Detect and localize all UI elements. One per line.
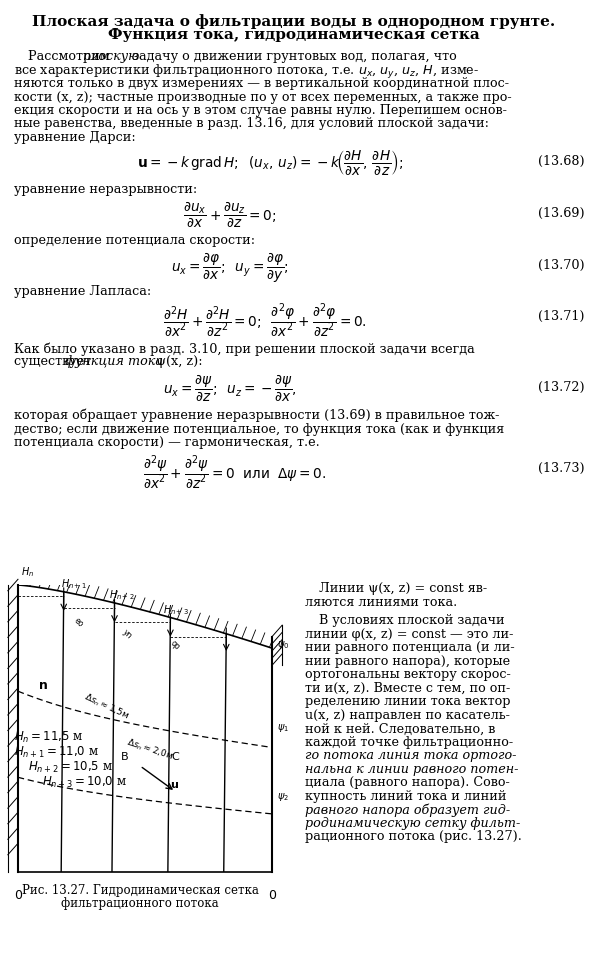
Text: $\psi_2$: $\psi_2$ [277, 791, 289, 804]
Text: $H_{n+3}$: $H_{n+3}$ [163, 602, 188, 617]
Text: циала (равного напора). Сово-: циала (равного напора). Сово- [305, 777, 509, 789]
Text: $H_{n+3} = 10{,}0$ м: $H_{n+3} = 10{,}0$ м [42, 775, 127, 790]
Text: кости (x, z); частные производные по y от всех переменных, а также про-: кости (x, z); частные производные по y о… [14, 91, 512, 103]
Text: ортогональны вектору скорос-: ортогональны вектору скорос- [305, 668, 511, 682]
Text: уравнение Дарси:: уравнение Дарси: [14, 131, 135, 144]
Text: u(x, z) направлен по касатель-: u(x, z) направлен по касатель- [305, 709, 510, 722]
Text: $\Delta s_n\approx1{,}5$м: $\Delta s_n\approx1{,}5$м [82, 691, 131, 722]
Text: нии равного напора), которые: нии равного напора), которые [305, 655, 510, 668]
Text: $H_{n+2} = 10{,}5$ м: $H_{n+2} = 10{,}5$ м [28, 760, 112, 776]
Text: линии φ(x, z) = const — это ли-: линии φ(x, z) = const — это ли- [305, 628, 514, 641]
Text: функция тока: функция тока [65, 356, 163, 368]
Text: $H_{n+1}$: $H_{n+1}$ [61, 577, 87, 591]
Text: $\psi_0$: $\psi_0$ [277, 639, 289, 651]
Text: $\dfrac{\partial^2\psi}{\partial x^2} + \dfrac{\partial^2\psi}{\partial z^2} = 0: $\dfrac{\partial^2\psi}{\partial x^2} + … [144, 454, 326, 492]
Text: Линии ψ(x, z) = const яв-: Линии ψ(x, z) = const яв- [319, 582, 487, 595]
Text: купность линий тока и линий: купность линий тока и линий [305, 790, 507, 803]
Text: екция скорости и на ось y в этом случае равны нулю. Перепишем основ-: екция скорости и на ось y в этом случае … [14, 104, 507, 117]
Text: (13.72): (13.72) [538, 381, 585, 394]
Text: ψ(x, z):: ψ(x, z): [152, 356, 203, 368]
Text: $\mathbf{u}$: $\mathbf{u}$ [170, 780, 180, 790]
Text: yn: yn [121, 628, 134, 640]
Text: ной к ней. Следовательно, в: ной к ней. Следовательно, в [305, 722, 495, 735]
Text: eo: eo [72, 616, 85, 629]
Text: op: op [169, 639, 182, 652]
Text: Рис. 13.27. Гидродинамическая сетка: Рис. 13.27. Гидродинамическая сетка [22, 884, 259, 897]
Text: рационного потока (рис. 13.27).: рационного потока (рис. 13.27). [305, 831, 522, 843]
Text: $u_x = \dfrac{\partial\psi}{\partial z};\;\; u_z = -\dfrac{\partial\psi}{\partia: $u_x = \dfrac{\partial\psi}{\partial z};… [163, 373, 297, 404]
Text: Рассмотрим: Рассмотрим [28, 50, 114, 63]
Text: ределению линии тока вектор: ределению линии тока вектор [305, 695, 511, 709]
Text: (13.71): (13.71) [538, 310, 584, 323]
Text: (13.70): (13.70) [538, 258, 585, 272]
Text: Функция тока, гидродинамическая сетка: Функция тока, гидродинамическая сетка [108, 28, 480, 42]
Text: $\dfrac{\partial^2 H}{\partial x^2} + \dfrac{\partial^2 H}{\partial z^2} = 0;\;\: $\dfrac{\partial^2 H}{\partial x^2} + \d… [163, 302, 367, 340]
Text: $H_n = 11{,}5$ м: $H_n = 11{,}5$ м [14, 730, 84, 746]
Text: фильтрационного потока: фильтрационного потока [61, 897, 219, 910]
Text: плоскую: плоскую [82, 50, 140, 63]
Text: определение потенциала скорости:: определение потенциала скорости: [14, 234, 255, 247]
Text: все характеристики фильтрационного потока, т.е. $u_x$, $u_y$, $u_z$, $H$, изме-: все характеристики фильтрационного поток… [14, 64, 479, 81]
Text: (13.73): (13.73) [538, 461, 585, 475]
Text: $H_n$: $H_n$ [21, 566, 34, 579]
Text: уравнение неразрывности:: уравнение неразрывности: [14, 183, 197, 195]
Text: каждой точке фильтрационно-: каждой точке фильтрационно- [305, 736, 513, 748]
Text: (13.69): (13.69) [538, 207, 585, 220]
Text: 0: 0 [268, 890, 276, 902]
Text: нальна к линии равного потен-: нальна к линии равного потен- [305, 763, 518, 776]
Text: ти и(x, z). Вместе с тем, по оп-: ти и(x, z). Вместе с тем, по оп- [305, 682, 510, 695]
Text: B: B [121, 752, 128, 762]
Text: $\mathbf{n}$: $\mathbf{n}$ [38, 679, 48, 692]
Text: $\Delta s_n\approx2{,}0$м: $\Delta s_n\approx2{,}0$м [125, 736, 175, 763]
Text: В условиях плоской задачи: В условиях плоской задачи [319, 614, 505, 628]
Text: $H_{n+1} = 11{,}0$ м: $H_{n+1} = 11{,}0$ м [14, 745, 99, 760]
Text: го потока линия тока ортого-: го потока линия тока ортого- [305, 749, 517, 762]
Text: уравнение Лапласа:: уравнение Лапласа: [14, 285, 151, 299]
Text: Плоская задача о фильтрации воды в однородном грунте.: Плоская задача о фильтрации воды в однор… [32, 14, 555, 29]
Text: равного напора образует гид-: равного напора образует гид- [305, 804, 510, 817]
Text: потенциала скорости) — гармоническая, т.е.: потенциала скорости) — гармоническая, т.… [14, 436, 320, 449]
Text: 0: 0 [14, 890, 22, 902]
Text: $H_{n+2}$: $H_{n+2}$ [110, 589, 135, 602]
Text: няются только в двух измерениях — в вертикальной координатной плос-: няются только в двух измерениях — в верт… [14, 77, 509, 90]
Text: ные равенства, введенные в разд. 13.16, для условий плоской задачи:: ные равенства, введенные в разд. 13.16, … [14, 118, 489, 131]
Text: родинамическую сетку фильт-: родинамическую сетку фильт- [305, 817, 520, 830]
Text: задачу о движении грунтовых вод, полагая, что: задачу о движении грунтовых вод, полагая… [128, 50, 456, 63]
Text: $\psi_1$: $\psi_1$ [277, 722, 289, 735]
Text: Как было указано в разд. 3.10, при решении плоской задачи всегда: Как было указано в разд. 3.10, при решен… [14, 342, 475, 356]
Text: $\dfrac{\partial u_x}{\partial x} + \dfrac{\partial u_z}{\partial z} = 0;$: $\dfrac{\partial u_x}{\partial x} + \dfr… [183, 199, 277, 229]
Text: (13.68): (13.68) [538, 155, 585, 167]
Text: $u_x = \dfrac{\partial\varphi}{\partial x};\;\; u_y = \dfrac{\partial\varphi}{\p: $u_x = \dfrac{\partial\varphi}{\partial … [171, 250, 289, 284]
Text: ляются линиями тока.: ляются линиями тока. [305, 596, 457, 608]
Text: C: C [171, 752, 180, 762]
Text: дество; если движение потенциальное, то функция тока (как и функция: дество; если движение потенциальное, то … [14, 423, 504, 435]
Text: которая обращает уравнение неразрывности (13.69) в правильное тож-: которая обращает уравнение неразрывности… [14, 409, 499, 423]
Text: нии равного потенциала (и ли-: нии равного потенциала (и ли- [305, 641, 515, 655]
Text: существует: существует [14, 356, 95, 368]
Text: $\mathbf{u} = -k\,\mathrm{grad}\,H;\;\;(u_x,\,u_z) = -k\!\left(\dfrac{\partial H: $\mathbf{u} = -k\,\mathrm{grad}\,H;\;\;(… [137, 149, 403, 178]
